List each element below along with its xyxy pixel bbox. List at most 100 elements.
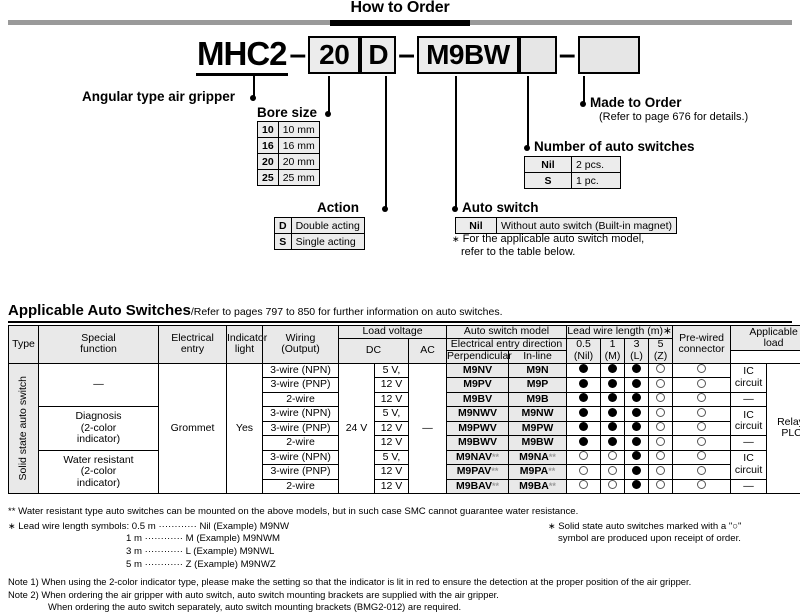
cell-lead-wire-3 (649, 363, 673, 378)
filled-circle-icon (632, 364, 641, 373)
double-asterisk-icon: ** (492, 481, 499, 491)
th-indicator-light-l1: Indicator (227, 332, 267, 344)
leader-dot-auto-switch (452, 206, 458, 212)
auto-switch-nil-table-body: Nil Without auto switch (Built-in magnet… (456, 218, 677, 234)
footnote-water-resistant-text: Water resistant type auto switches can b… (18, 506, 578, 517)
cell-applicable-load-ic-l1: — (743, 393, 754, 405)
num-switch-code: Nil (525, 157, 572, 173)
cell-model-inline: M9P (509, 378, 567, 393)
asterisk-icon: ∗ (548, 521, 556, 531)
cell-special-function-l3: indicator) (77, 477, 120, 489)
double-asterisk-icon: ** (549, 452, 556, 462)
order-code-num-switches[interactable] (519, 36, 557, 74)
th-len-3-sym: (L) (630, 350, 643, 362)
leader-dot-action (382, 206, 388, 212)
cell-lead-wire-3 (649, 465, 673, 480)
order-code: MHC2 – 20 D – M9BW – (196, 36, 640, 76)
footnote-lead-wire-3m: 3 m ············ L (Example) M9NWL (126, 546, 274, 559)
footnote-open-symbol-line-1: ∗ Solid state auto switches marked with … (548, 520, 741, 534)
cell-model-perpendicular: M9NAV** (447, 450, 509, 465)
th-len-05-sym: (Nil) (574, 350, 593, 362)
th-len-5-val: 5 (658, 338, 664, 350)
double-asterisk-icon: ** (549, 481, 556, 491)
cell-lead-wire-3 (649, 392, 673, 407)
open-circle-icon (656, 466, 665, 475)
cell-dc-detail-voltage: 12 V (375, 465, 409, 480)
open-circle-icon (579, 480, 588, 489)
cell-lead-wire-0 (567, 363, 601, 378)
note-2: Note 2) When ordering the air gripper wi… (8, 589, 499, 601)
leader-action (385, 76, 387, 209)
filled-circle-icon (608, 364, 617, 373)
double-asterisk-icon: ** (492, 452, 499, 462)
filled-circle-icon (579, 422, 588, 431)
cell-prewired-connector (673, 363, 731, 378)
table-row: 20 20 mm (258, 154, 320, 170)
open-circle-icon (697, 408, 706, 417)
action-desc: Double acting (291, 218, 364, 234)
open-circle-icon (579, 466, 588, 475)
table-row: 16 16 mm (258, 138, 320, 154)
bore-code: 20 (258, 154, 279, 170)
cell-wiring: 3-wire (PNP) (263, 465, 339, 480)
cell-applicable-load-ic-l1: — (743, 436, 754, 448)
order-code-dash-3: – (557, 36, 578, 74)
bore-size-table: 10 10 mm 16 16 mm 20 20 mm 25 25 mm (257, 121, 320, 186)
cell-applicable-load-ic-l1: IC (743, 452, 754, 464)
cell-lead-wire-3 (649, 421, 673, 436)
open-circle-icon (608, 451, 617, 460)
footnote-lead-wire-1m: 1 m ············ M (Example) M9NWM (126, 533, 280, 546)
cell-model-inline: M9NA** (509, 450, 567, 465)
leader-auto-switch (455, 76, 457, 209)
cell-lead-wire-1 (601, 407, 625, 422)
th-inline: In-line (509, 351, 567, 364)
footnote-lead-wire-intro-text: Lead wire length symbols: 0.5 m ········… (18, 521, 289, 532)
filled-circle-icon (608, 437, 617, 446)
order-code-model: MHC2 (196, 36, 288, 76)
num-switches-table: Nil 2 pcs. S 1 pc. (524, 156, 621, 189)
cell-dc-detail-voltage: 5 V, (375, 363, 409, 378)
cell-special-function-l2: (2-color (81, 422, 117, 434)
filled-circle-icon (632, 393, 641, 402)
cell-dc-voltage: 24 V (339, 363, 375, 494)
order-code-made-to-order[interactable] (578, 36, 640, 74)
filled-circle-icon (608, 393, 617, 402)
order-code-action[interactable]: D (360, 36, 396, 74)
order-code-dash-1: – (288, 36, 309, 74)
cell-wiring: 3-wire (NPN) (263, 407, 339, 422)
open-circle-icon (697, 393, 706, 402)
table-row: D Double acting (275, 218, 365, 234)
cell-model-perpendicular: M9NWV (447, 407, 509, 422)
order-code-bore[interactable]: 20 (308, 36, 360, 74)
cell-dc-detail-voltage: 12 V (375, 436, 409, 451)
cell-lead-wire-0 (567, 407, 601, 422)
cell-special-function: — (39, 363, 159, 407)
cell-dc-detail-voltage: 12 V (375, 392, 409, 407)
action-code: S (275, 234, 292, 250)
num-switches-table-body: Nil 2 pcs. S 1 pc. (525, 157, 621, 189)
callout-made-to-order-label: Made to Order (590, 95, 682, 110)
cell-model-perpendicular: M9NV (447, 363, 509, 378)
cell-lead-wire-1 (601, 421, 625, 436)
order-code-auto-switch[interactable]: M9BW (417, 36, 519, 74)
double-asterisk-icon: ** (491, 466, 498, 476)
cell-lead-wire-0 (567, 465, 601, 480)
action-table-body: D Double acting S Single acting (275, 218, 365, 250)
footnote-water-resistant-mark: ** (8, 506, 15, 517)
note-2b: When ordering the auto switch separately… (48, 601, 461, 613)
auto-switch-note-line-2: refer to the table below. (461, 246, 575, 258)
cell-applicable-load-ic-l1: IC (743, 365, 754, 377)
bore-desc: 16 mm (278, 138, 319, 154)
cell-lead-wire-1 (601, 392, 625, 407)
open-circle-icon (608, 480, 617, 489)
cell-prewired-connector (673, 392, 731, 407)
action-desc: Single acting (291, 234, 364, 250)
cell-model-inline: M9NW (509, 407, 567, 422)
th-applicable-load-l1: Applicable (749, 326, 797, 338)
auto-switch-note-line-1: ∗ For the applicable auto switch model, (452, 233, 644, 245)
